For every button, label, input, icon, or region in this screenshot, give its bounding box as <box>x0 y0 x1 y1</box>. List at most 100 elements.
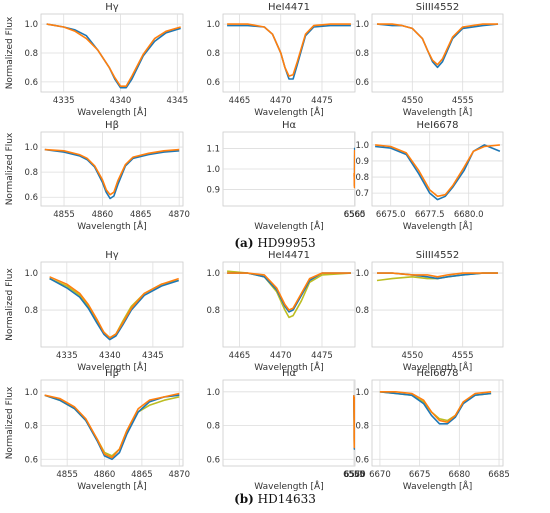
x-tick-label: 4345 <box>142 351 164 361</box>
observed-line <box>44 394 180 461</box>
x-tick-label: 6680 <box>449 470 471 480</box>
x-tick-label: 4465 <box>229 351 251 361</box>
x-tick-label: 4555 <box>452 96 474 106</box>
observed-line <box>227 272 351 313</box>
y-tick-label: 0.6 <box>355 455 369 465</box>
y-tick-label: 1.0 <box>355 20 369 30</box>
y-tick-label: 0.9 <box>355 157 369 167</box>
x-axis-label: Wavelength [Å] <box>77 480 146 492</box>
y-tick-label: 0.8 <box>355 422 369 432</box>
plot-area <box>371 261 504 348</box>
panel-6: 4335 4340 4345 0.8 1.0 Hγ Wavelength [Å] Normal… <box>5 250 184 373</box>
x-tick-label: 6680.0 <box>454 210 484 220</box>
x-axis-label: Wavelength [Å] <box>403 220 472 232</box>
y-tick-label: 1.0 <box>355 269 369 279</box>
y-tick-label: 1.0 <box>24 388 38 398</box>
x-tick-label: 4345 <box>166 96 188 106</box>
panel-title: HeI4471 <box>268 2 310 13</box>
x-tick-label: 4855 <box>56 470 78 480</box>
observed-line <box>46 23 181 89</box>
x-tick-label: 6555 <box>343 470 365 480</box>
panel-5: 6675.0 6677.5 6680.0 0.7 0.8 0.9 1.0 HeI6678 Wav… <box>355 120 504 232</box>
x-tick-label: 4465 <box>229 96 251 106</box>
model-line <box>352 395 355 449</box>
panel-title: SiIII4552 <box>416 2 459 13</box>
x-tick-label: 4870 <box>168 210 190 220</box>
x-tick-label: 6560 <box>344 210 366 220</box>
y-tick-label: 1.0 <box>206 269 220 279</box>
y-tick-label: 0.6 <box>206 78 220 88</box>
x-tick-label: 6565 <box>344 470 366 480</box>
y-tick-label: 1.0 <box>206 388 220 398</box>
x-tick-label: 4865 <box>131 470 153 480</box>
x-tick-label: 6685 <box>488 470 510 480</box>
panel-7: 4465 4470 4475 0.8 1.0 HeI4471 Wavelength [Å] <box>206 250 356 373</box>
y-tick-label: 0.7 <box>355 189 369 199</box>
y-tick-label: 0.6 <box>355 78 369 88</box>
y-tick-label: 0.8 <box>206 306 220 316</box>
x-axis-label: Wavelength [Å] <box>254 106 323 118</box>
x-tick-label: 6675.0 <box>376 210 406 220</box>
panel-0: 4335 4340 4345 0.6 0.8 1.0 Hγ Wavelength [Å] Nor… <box>5 2 188 118</box>
y-tick-label: 0.9 <box>206 186 220 196</box>
model-line <box>44 148 180 196</box>
x-tick-label: 4340 <box>110 96 132 106</box>
caption-a: (a) HD99953 <box>0 236 550 250</box>
y-axis-label: Normalized Flux <box>5 268 15 341</box>
y-tick-label: 1.0 <box>206 20 220 30</box>
x-axis-label: Wavelength [Å] <box>254 361 323 373</box>
x-axis-label: Wavelength [Å] <box>77 106 146 118</box>
y-axis-label: Normalized Flux <box>5 386 15 459</box>
y-tick-label: 0.8 <box>24 422 38 432</box>
panel-title: Hα <box>282 368 297 379</box>
y-tick-label: 0.8 <box>24 168 38 178</box>
panel-title: SiIII4552 <box>416 250 459 261</box>
x-tick-label: 4860 <box>94 470 116 480</box>
x-axis-label: Wavelength [Å] <box>254 480 323 492</box>
x-tick-label: 6570 <box>344 470 366 480</box>
y-tick-label: 1.0 <box>206 165 220 175</box>
plot-area <box>40 379 184 467</box>
x-tick-label: 4555 <box>452 351 474 361</box>
y-tick-label: 0.8 <box>206 422 220 432</box>
model-line <box>377 272 498 278</box>
x-tick-label: 4335 <box>56 351 78 361</box>
x-tick-label: 4335 <box>53 96 75 106</box>
model-line <box>46 23 181 87</box>
caption-b-text: HD14633 <box>257 492 316 506</box>
panel-title: HeI4471 <box>268 250 310 261</box>
y-tick-label: 0.8 <box>355 306 369 316</box>
x-tick-label: 4470 <box>270 351 292 361</box>
plot-area <box>40 131 184 207</box>
plot-area <box>40 261 184 348</box>
panel-title: HeI6678 <box>416 120 458 131</box>
panel-title: Hγ <box>105 2 119 13</box>
y-tick-label: 0.6 <box>24 455 38 465</box>
x-axis-label: Wavelength [Å] <box>77 220 146 232</box>
x-axis-label: Wavelength [Å] <box>403 361 472 373</box>
y-tick-label: 0.8 <box>355 49 369 59</box>
y-tick-label: 1.0 <box>24 143 38 153</box>
y-tick-label: 1.0 <box>24 20 38 30</box>
y-tick-label: 0.6 <box>24 193 38 203</box>
x-tick-label: 4475 <box>311 96 333 106</box>
panel-2: 4550 4555 0.6 0.8 1.0 SiIII4552 Wavelength [Å] <box>355 2 504 118</box>
panel-title: Hβ <box>105 368 119 379</box>
plot-area <box>222 379 356 467</box>
caption-a-text: HD99953 <box>257 236 316 250</box>
panel-3: 4855 4860 4865 4870 0.6 0.8 1.0 Hβ Wavelength [Å… <box>5 120 190 232</box>
panel-title: Hγ <box>105 250 119 261</box>
x-axis-label: Wavelength [Å] <box>77 361 146 373</box>
y-tick-label: 1.0 <box>355 141 369 151</box>
x-tick-label: 4475 <box>311 351 333 361</box>
model-line <box>377 23 498 66</box>
caption-b: (b) HD14633 <box>0 492 550 506</box>
x-tick-label: 6670 <box>369 470 391 480</box>
y-tick-label: 1.0 <box>355 388 369 398</box>
panel-11: 6670 6675 6680 6685 0.6 0.8 1.0 HeI6678 Waveleng… <box>355 368 509 492</box>
model-line <box>44 392 180 459</box>
plot-area <box>222 261 356 348</box>
